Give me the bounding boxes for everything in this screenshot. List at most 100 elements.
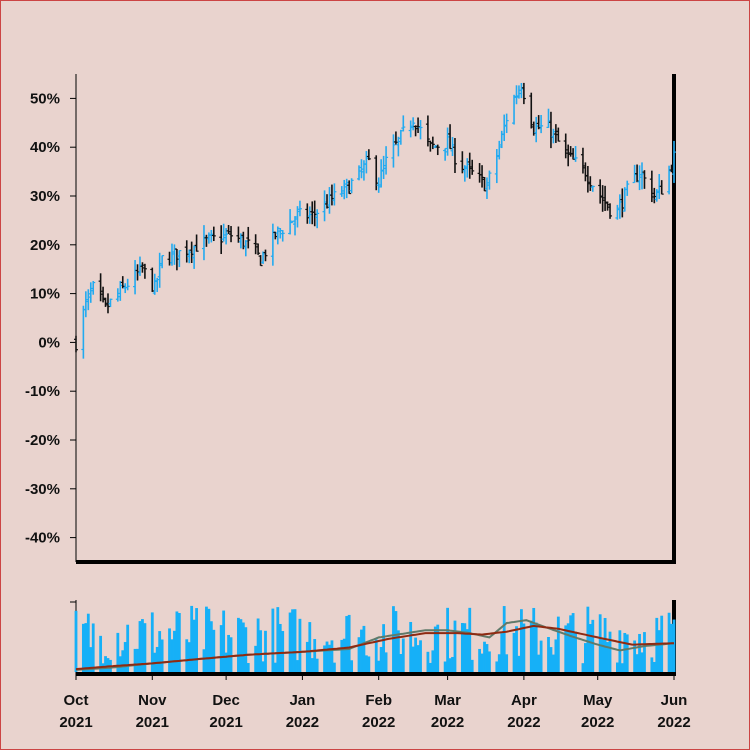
ohlc-bar — [553, 124, 558, 143]
ohlc-bar — [142, 263, 147, 279]
ohlc-bar — [487, 170, 492, 190]
x-tick-month-label: Mar — [434, 692, 461, 709]
ohlc-bar — [497, 140, 502, 160]
price-y-tick-label: 10% — [30, 286, 60, 303]
volume-bar — [177, 613, 181, 672]
ohlc-bar — [393, 131, 398, 145]
volume-bar — [138, 621, 142, 672]
ohlc-bar — [396, 136, 401, 157]
ohlc-bar — [672, 140, 676, 183]
ohlc-bar — [229, 226, 234, 243]
volume-bar — [480, 653, 484, 672]
volume-bar — [239, 619, 243, 672]
volume-moving-average-2 — [75, 624, 675, 671]
volume-bar — [121, 650, 125, 672]
ohlc-bar — [546, 108, 551, 128]
ohlc-bar — [275, 226, 280, 245]
x-tick-month-label: Jan — [289, 692, 315, 709]
volume-bar — [623, 632, 627, 672]
ohlc-bar — [659, 180, 664, 195]
ohlc-bar — [125, 278, 130, 291]
volume-bar — [463, 623, 467, 672]
ohlc-bar — [480, 165, 485, 188]
volume-bar — [517, 655, 521, 672]
ohlc-bar — [381, 155, 386, 180]
ohlc-bar — [635, 164, 640, 183]
volume-bar — [497, 654, 501, 672]
ohlc-bar — [98, 273, 103, 302]
ohlc-bar — [411, 117, 416, 131]
ohlc-bar — [398, 129, 403, 145]
volume-bar — [529, 620, 533, 672]
volume-bar — [207, 608, 211, 672]
ohlc-bar — [211, 226, 216, 242]
ohlc-bar — [366, 149, 371, 161]
volume-bar — [547, 637, 550, 672]
volume-bar — [256, 618, 260, 672]
ohlc-bar — [344, 178, 349, 199]
volume-bar — [495, 661, 499, 672]
volume-bar — [195, 608, 198, 672]
volume-bar — [382, 624, 386, 672]
ohlc-bar — [428, 140, 433, 152]
volume-bar — [448, 658, 452, 672]
volume-bar — [175, 611, 179, 672]
volume-bar — [241, 622, 245, 672]
volume-bar — [305, 641, 309, 672]
volume-bar — [443, 661, 447, 672]
volume-bar — [591, 619, 595, 672]
volume-bar — [384, 652, 388, 672]
volume-bar — [345, 616, 349, 672]
volume-bar — [347, 614, 351, 672]
ohlc-bar — [280, 230, 285, 242]
ohlc-bar — [140, 262, 145, 273]
volume-bar — [643, 632, 646, 672]
volume-bar — [261, 661, 265, 672]
ohlc-bar — [494, 149, 499, 184]
ohlc-bar — [177, 250, 182, 268]
ohlc-bar — [413, 125, 418, 137]
volume-bar — [308, 622, 312, 672]
ohlc-bar — [598, 179, 603, 204]
volume-bar — [192, 619, 196, 672]
volume-bar — [625, 634, 629, 672]
ohlc-bar — [379, 159, 384, 188]
volume-bar — [367, 656, 371, 672]
volume-bar — [227, 634, 230, 672]
x-tick-year-label: 2022 — [286, 714, 319, 731]
volume-bar — [126, 624, 130, 672]
volume-bar — [168, 628, 171, 672]
volume-bar — [556, 616, 560, 672]
ohlc-bar — [258, 255, 263, 267]
ohlc-bar — [521, 82, 526, 105]
volume-bar — [219, 625, 223, 672]
ohlc-bar — [416, 117, 421, 133]
ohlc-bar — [652, 187, 657, 204]
x-tick-year-label: 2021 — [59, 714, 92, 731]
ohlc-bar — [157, 252, 162, 288]
volume-bar — [332, 662, 336, 672]
volume-bar — [522, 623, 526, 672]
volume-bar — [273, 662, 277, 672]
ohlc-bar — [81, 305, 86, 359]
volume-panel — [70, 600, 676, 676]
volume-bar — [667, 612, 671, 672]
ohlc-bar — [585, 165, 590, 193]
volume-bar — [468, 607, 472, 672]
price-y-tick-label: 40% — [30, 139, 60, 156]
ohlc-bar — [204, 234, 209, 247]
volume-bar — [173, 630, 176, 672]
ohlc-bar — [342, 179, 347, 200]
volume-bar — [399, 654, 403, 672]
volume-bar — [635, 654, 639, 672]
volume-bar — [505, 654, 509, 672]
ohlc-bar — [534, 116, 539, 143]
volume-bar — [313, 639, 317, 672]
ohlc-bar — [155, 277, 160, 293]
ohlc-bar — [192, 245, 197, 269]
ohlc-bar — [83, 291, 88, 318]
ohlc-bar — [548, 111, 553, 149]
volume-bar — [478, 648, 481, 672]
volume-bar — [185, 639, 189, 672]
